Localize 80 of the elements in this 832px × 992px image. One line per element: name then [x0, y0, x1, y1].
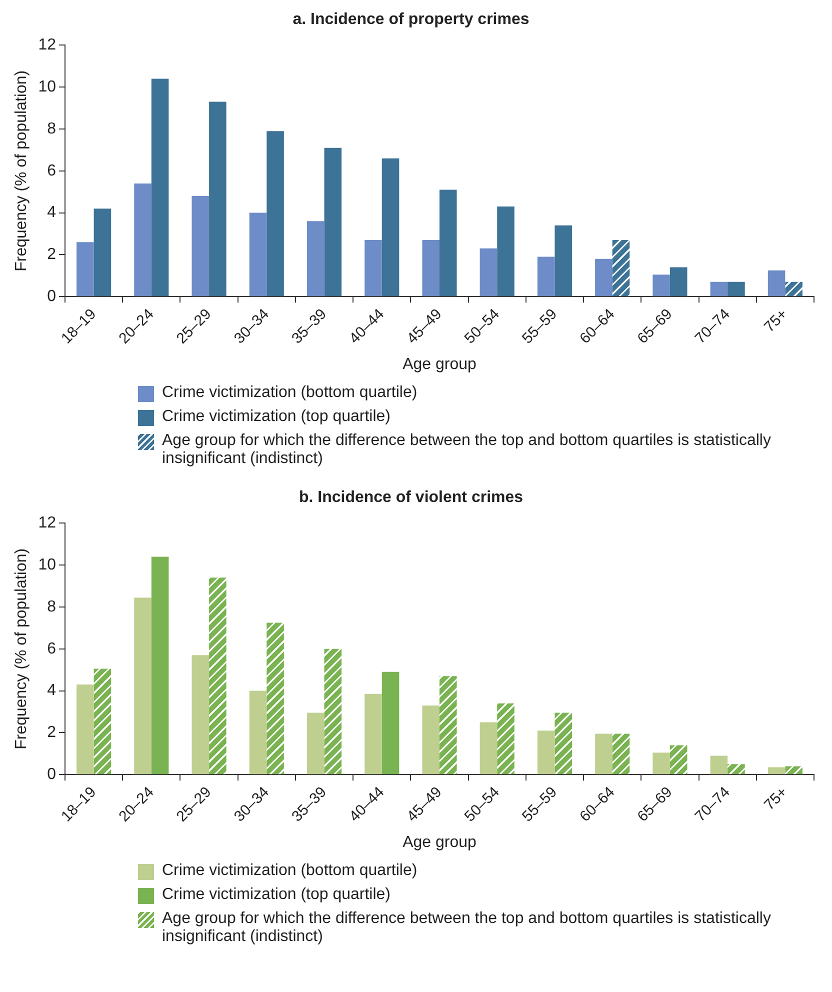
bar — [595, 734, 612, 774]
bar — [422, 240, 440, 296]
bar — [151, 78, 169, 296]
y-tick-label: 4 — [47, 204, 56, 222]
y-tick-label: 8 — [47, 598, 56, 616]
bar — [497, 206, 514, 296]
y-tick-label: 10 — [38, 78, 56, 96]
bar — [768, 270, 786, 296]
y-tick-label: 12 — [38, 514, 56, 532]
y-tick-label: 4 — [47, 682, 56, 700]
bar — [266, 622, 284, 774]
y-tick-label: 0 — [47, 288, 56, 305]
y-axis-title: Frequency (% of population) — [13, 70, 30, 272]
bar — [710, 756, 728, 774]
bar — [768, 767, 786, 774]
bar — [134, 598, 152, 774]
bar — [497, 703, 514, 774]
bar — [151, 556, 169, 774]
legend-label: Crime victimization (bottom quartile) — [162, 384, 418, 402]
bar — [76, 242, 94, 296]
bar — [595, 258, 612, 296]
y-tick-label: 8 — [47, 120, 56, 138]
x-tick-label: 75+ — [760, 784, 792, 814]
bar — [382, 158, 400, 296]
bar — [209, 578, 226, 774]
bar — [94, 668, 112, 774]
bar — [192, 655, 210, 774]
bar — [134, 183, 152, 296]
bar — [249, 690, 267, 774]
bar — [324, 148, 342, 296]
legend-label: Crime victimization (bottom quartile) — [162, 862, 418, 880]
x-tick-label: 75+ — [760, 306, 792, 336]
bar — [710, 282, 728, 296]
legend-label: Crime victimization (top quartile) — [162, 408, 391, 426]
bar — [480, 722, 498, 774]
bar — [480, 248, 498, 296]
chart-title: b. Incidence of violent crimes — [298, 489, 524, 506]
bar — [537, 730, 555, 774]
bar — [785, 282, 802, 296]
bar — [537, 256, 555, 296]
bar — [554, 712, 572, 774]
bar — [306, 221, 324, 296]
bar — [266, 131, 284, 296]
legend-label: Age group for which the difference between the top and bottom quartiles is statistically insignificant (indistinct) — [162, 432, 772, 468]
y-tick-label: 2 — [47, 724, 56, 742]
bar — [612, 240, 630, 296]
bar — [364, 694, 382, 774]
bar — [249, 212, 267, 296]
bar — [785, 766, 802, 774]
y-tick-label: 6 — [47, 162, 56, 180]
bar — [670, 745, 688, 774]
bar — [324, 648, 342, 774]
legend-label: Crime victimization (top quartile) — [162, 886, 391, 904]
y-tick-label: 2 — [47, 246, 56, 264]
y-axis-title: Frequency (% of population) — [13, 548, 30, 750]
y-tick-label: 12 — [38, 36, 56, 54]
chart-title: a. Incidence of property crimes — [292, 11, 530, 28]
legend-label: Age group for which the difference between the top and bottom quartiles is statistically insignificant (indistinct) — [162, 910, 772, 946]
bar — [728, 764, 745, 774]
bar — [652, 274, 670, 296]
bar — [612, 734, 630, 774]
bar — [364, 240, 382, 296]
y-tick-label: 6 — [47, 640, 56, 658]
bar — [440, 190, 457, 296]
bar — [76, 684, 94, 774]
bar — [652, 752, 670, 774]
bar — [728, 282, 745, 296]
bar — [422, 705, 440, 774]
bar — [306, 712, 324, 774]
y-tick-label: 0 — [47, 766, 56, 783]
bar — [94, 208, 112, 296]
x-axis-title: Age group — [402, 834, 477, 851]
bar — [554, 225, 572, 296]
y-tick-label: 10 — [38, 556, 56, 574]
x-axis-title: Age group — [402, 356, 477, 373]
bar — [440, 676, 457, 774]
bar — [382, 672, 400, 774]
bar — [670, 267, 688, 296]
bar — [209, 102, 226, 296]
bar — [192, 196, 210, 296]
